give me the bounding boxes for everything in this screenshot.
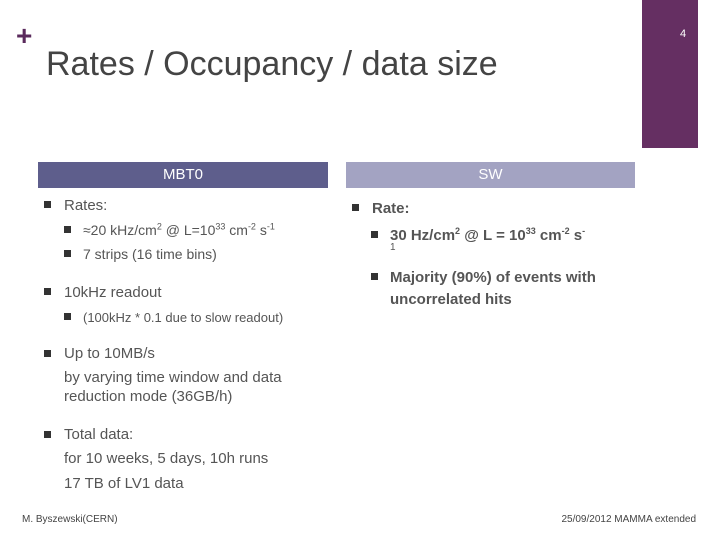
total-line-3: 17 TB of LV1 data bbox=[64, 475, 184, 492]
plus-mark: + bbox=[16, 20, 33, 51]
upto-line-2: by varying time window and data bbox=[64, 369, 282, 386]
upto-line-3: reduction mode (36GB/h) bbox=[64, 388, 233, 405]
footer-event: 25/09/2012 MAMMA extended bbox=[561, 514, 696, 525]
bullet-icon bbox=[44, 431, 51, 438]
bullet-icon bbox=[371, 231, 378, 238]
majority-line-2: uncorrelated hits bbox=[390, 291, 512, 308]
readout-label: 10kHz readout bbox=[64, 284, 162, 301]
footer-author: M. Byszewski(CERN) bbox=[22, 514, 118, 525]
total-line-2: for 10 weeks, 5 days, 10h runs bbox=[64, 450, 269, 467]
total-line-1: Total data: bbox=[64, 426, 134, 443]
sw-rate-line: 30 Hz/cm2 @ L = 1033 cm-2 s- bbox=[390, 226, 586, 245]
sw-rate-wrap: 1 bbox=[390, 242, 396, 253]
readout-note: (100kHz * 0.1 due to slow readout) bbox=[83, 310, 284, 325]
rates-label: Rates: bbox=[64, 197, 108, 214]
majority-line-1: Majority (90%) of events with bbox=[390, 269, 596, 286]
mbt0-rate-line: ≈20 kHz/cm2 @ L=1033 cm-2 s-1 bbox=[83, 221, 275, 238]
bullet-icon bbox=[371, 273, 378, 280]
mbt0-column-header: MBT0 bbox=[38, 162, 328, 188]
slide-title: Rates / Occupancy / data size bbox=[46, 45, 498, 83]
bullet-icon bbox=[64, 226, 71, 233]
sw-rate-label: Rate: bbox=[372, 200, 410, 217]
upto-line-1: Up to 10MB/s bbox=[64, 345, 155, 362]
bullet-icon bbox=[352, 204, 359, 211]
bullet-icon bbox=[44, 288, 51, 295]
bullet-icon bbox=[44, 201, 51, 208]
mbt0-strips-line: 7 strips (16 time bins) bbox=[83, 246, 217, 262]
bullet-icon bbox=[44, 350, 51, 357]
bullet-icon bbox=[64, 313, 71, 320]
page-number-bar bbox=[642, 0, 698, 148]
page-number: 4 bbox=[680, 28, 687, 40]
bullet-icon bbox=[64, 250, 71, 257]
sw-column-header: SW bbox=[346, 162, 635, 188]
